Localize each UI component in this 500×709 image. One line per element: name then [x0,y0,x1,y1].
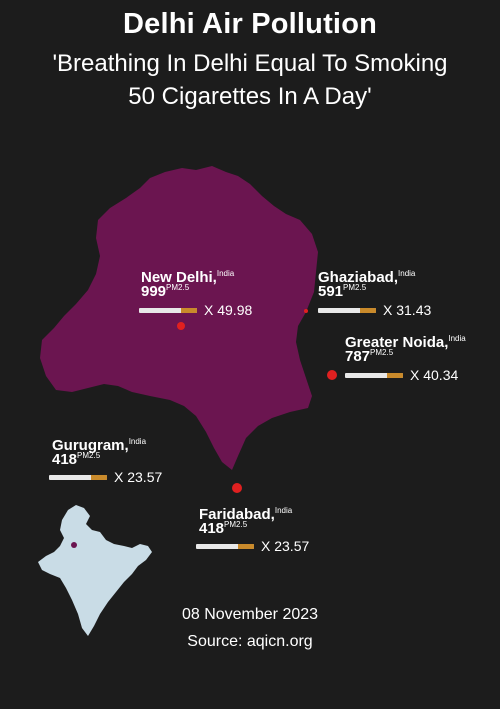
aqi-value-ghaziabad: 591PM2.5 [318,283,366,300]
aqi-unit: PM2.5 [343,283,367,292]
aqi-value-faridabad: 418PM2.5 [199,520,247,537]
india-delhi-location-dot [71,542,77,548]
city-country: India [128,437,147,446]
cigarette-multiplier: X 23.57 [261,538,310,554]
cigarette-row-ghaziabad: X 31.43 [318,302,431,318]
location-marker-icon [304,309,308,313]
city-label-faridabad: Faridabad,India [199,502,292,523]
footer-source: Source: aqicn.org [187,633,313,650]
city-name: Faridabad, [199,506,275,523]
city-country: India [274,506,293,515]
page-subtitle: 'Breathing In Delhi Equal To Smoking 50 … [0,47,500,113]
cigarette-multiplier: X 49.98 [204,302,253,318]
subtitle-line-1: 'Breathing In Delhi Equal To Smoking [52,50,448,77]
aqi-unit: PM2.5 [370,348,394,357]
subtitle-line-2: 50 Cigarettes In A Day' [128,83,372,110]
aqi-number: 418 [52,451,78,468]
aqi-unit: PM2.5 [224,520,248,529]
city-name: New Delhi, [141,269,217,286]
location-marker-icon [327,370,337,380]
city-name: Greater Noida, [345,334,449,351]
aqi-number: 591 [318,283,344,300]
page-title: Delhi Air Pollution [122,8,378,40]
cigarette-icon [345,372,403,378]
cigarette-multiplier: X 23.57 [114,469,163,485]
aqi-unit: PM2.5 [77,451,101,460]
city-label-greater-noida: Greater Noida,India [345,330,466,351]
cigarette-icon [196,543,254,549]
city-name: Gurugram, [52,437,129,454]
location-marker-icon [232,483,242,493]
aqi-value-new-delhi: 999PM2.5 [141,283,189,300]
cigarette-icon [139,307,197,313]
footer-date: 08 November 2023 [181,606,319,623]
cigarette-row-faridabad: X 23.57 [196,538,309,554]
city-label-ghaziabad: Ghaziabad,India [318,265,415,286]
aqi-value-gurugram: 418PM2.5 [52,451,100,468]
aqi-value-greater-noida: 787PM2.5 [345,348,393,365]
city-label-new-delhi: New Delhi,India [141,265,234,286]
cigarette-icon [49,474,107,480]
city-country: India [398,269,416,278]
city-label-gurugram: Gurugram,India [52,433,146,454]
aqi-number: 999 [141,283,167,300]
cigarette-row-new-delhi: X 49.98 [139,302,252,318]
cigarette-row-gurugram: X 23.57 [49,469,162,485]
cigarette-icon [318,307,376,313]
cigarette-multiplier: X 31.43 [383,302,432,318]
location-marker-icon [177,322,185,330]
india-map-icon [38,505,152,636]
cigarette-row-greater-noida: X 40.34 [345,367,458,383]
city-country: India [216,269,235,278]
aqi-number: 418 [199,520,225,537]
cigarette-multiplier: X 40.34 [410,367,459,383]
city-country: India [448,334,466,343]
delhi-map-icon [40,166,318,470]
city-name: Ghaziabad, [318,269,399,286]
aqi-number: 787 [345,348,371,365]
aqi-unit: PM2.5 [166,283,190,292]
